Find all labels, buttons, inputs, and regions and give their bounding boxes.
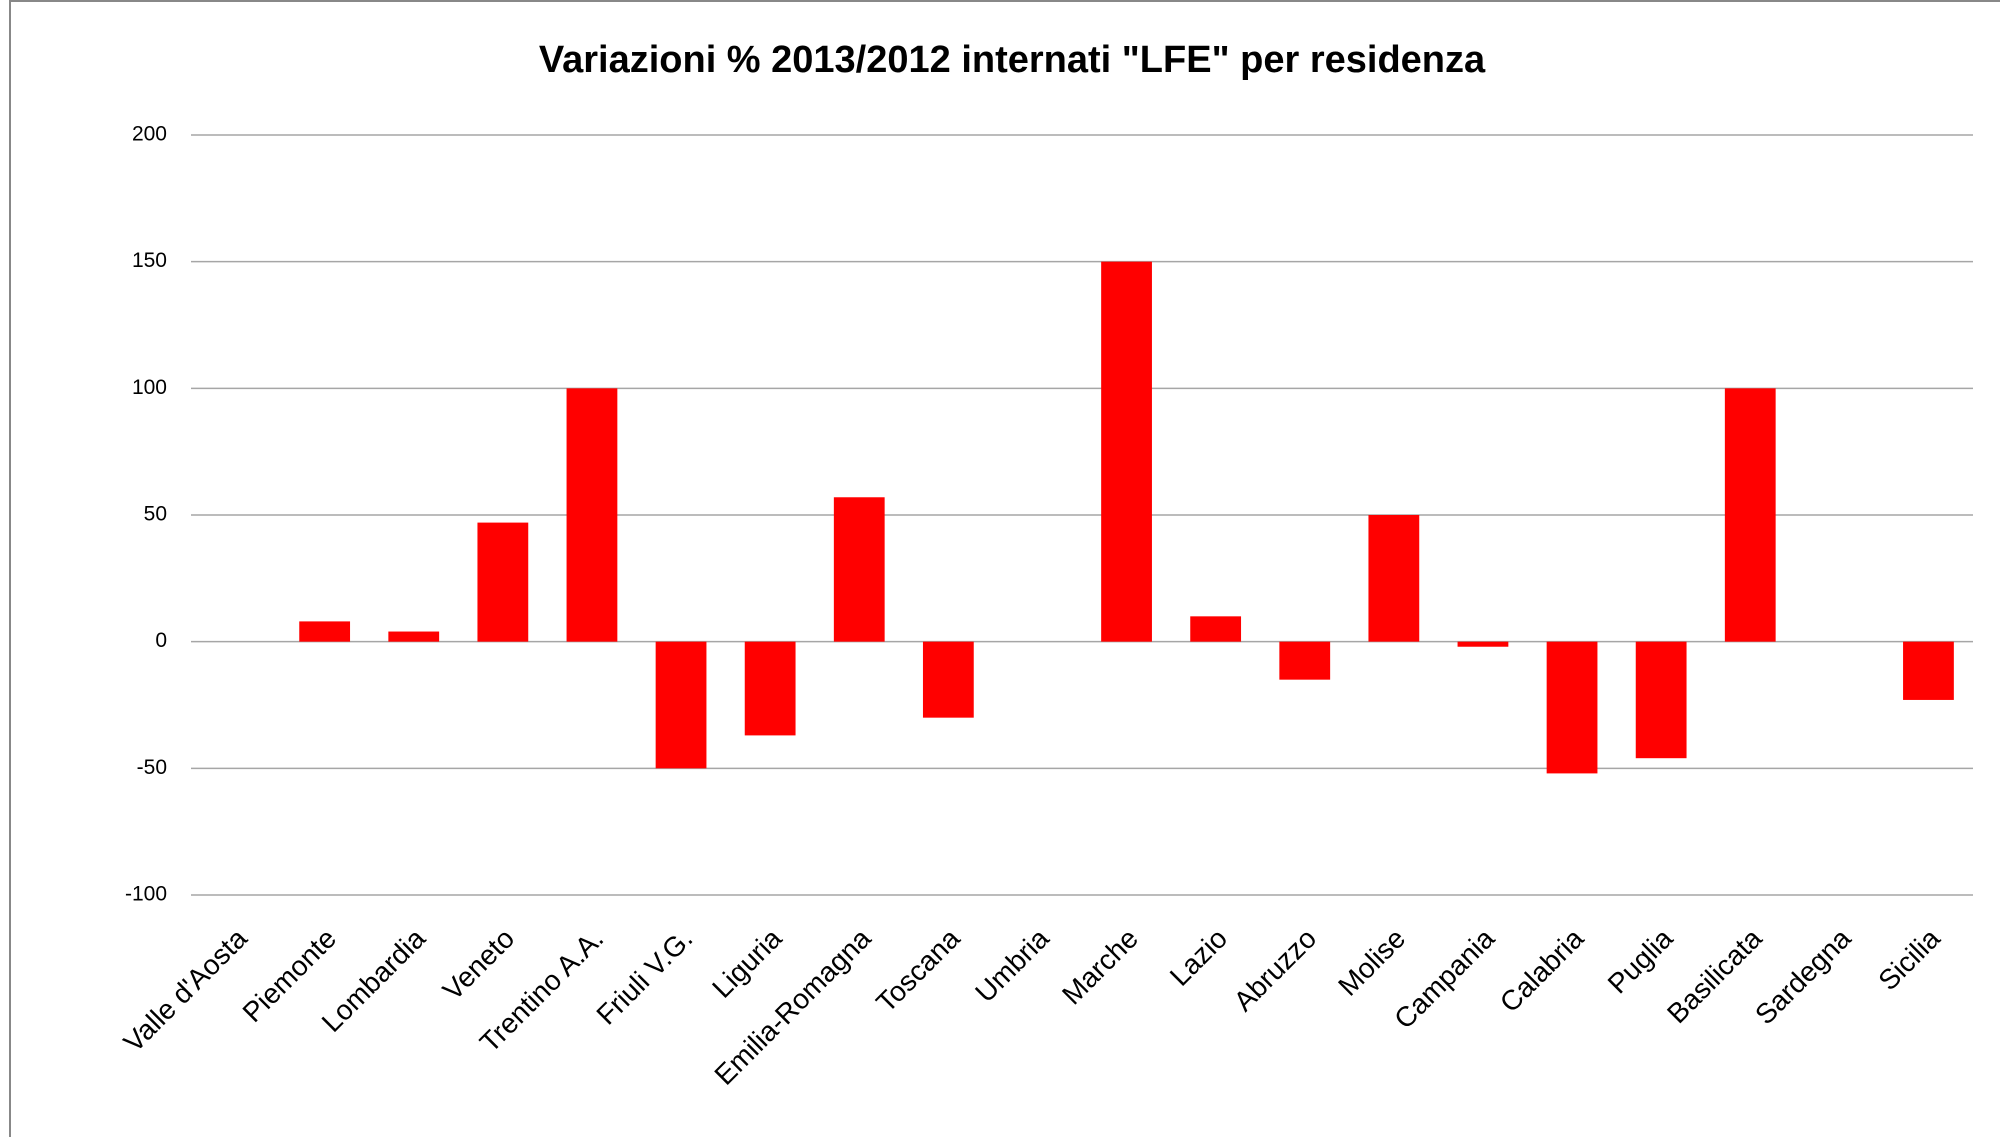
x-tick-label: Liguria [706,922,788,1004]
bar [477,522,529,642]
x-tick-label: Emilia-Romagna [708,922,877,1091]
x-tick-label: Molise [1332,923,1411,1002]
x-tick-label: Valle d'Aosta [118,922,254,1058]
y-tick-label: 200 [132,123,167,146]
bar [655,641,707,769]
y-tick-label: 50 [144,503,167,526]
x-tick-label: Calabria [1494,922,1590,1018]
x-tick-label: Lazio [1164,923,1233,992]
bar [833,497,885,642]
x-tick-label: Umbria [969,922,1055,1008]
bar [1101,261,1152,642]
bar [1190,616,1242,642]
x-tick-label: Veneto [437,923,521,1007]
chart-title: Variazioni % 2013/2012 internati "LFE" p… [539,39,1486,81]
bar [1546,641,1598,774]
chart-border [9,0,2000,1137]
x-tick-label: Abruzzo [1228,923,1323,1018]
bar [1457,641,1509,647]
y-tick-label: 0 [155,629,167,652]
bar [388,631,440,642]
y-tick-label: 150 [132,249,167,272]
bar [744,641,796,736]
bar [1903,641,1954,700]
x-tick-label: Sicilia [1872,922,1946,996]
x-tick-label: Marche [1056,923,1144,1011]
bar [1368,515,1420,642]
x-tick-label: Puglia [1602,922,1679,999]
y-tick-label: -50 [137,756,167,779]
y-tick-label: -100 [125,883,167,906]
x-tick-label: Sardegna [1749,922,1857,1030]
x-tick-label: Basilicata [1661,922,1768,1029]
bar [1724,388,1776,642]
x-tick-label: Friuli V.G. [590,923,698,1031]
bar [1635,641,1687,759]
x-tick-label: Toscana [870,922,966,1018]
y-tick-label: 100 [132,376,167,399]
bar [1279,641,1331,680]
bar [566,388,618,642]
bar [299,621,351,642]
bar [922,641,974,718]
